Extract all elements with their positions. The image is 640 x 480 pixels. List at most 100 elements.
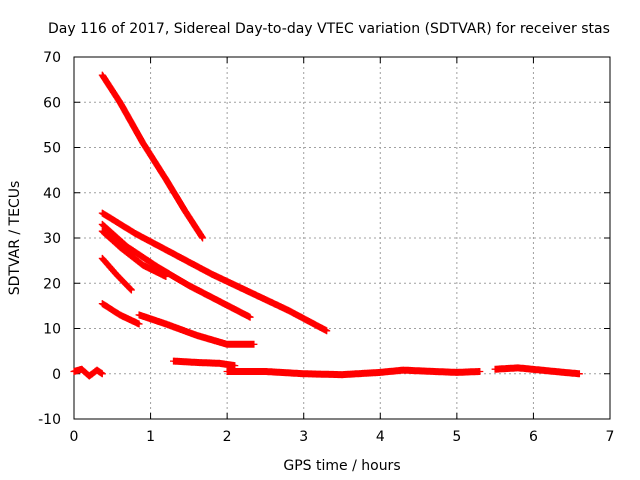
data-point — [184, 210, 186, 212]
data-point — [142, 142, 144, 144]
series-markers — [98, 209, 331, 335]
series-markers — [491, 364, 583, 378]
data-point — [119, 314, 121, 316]
data-point — [96, 369, 98, 371]
data-point — [165, 178, 167, 180]
data-point — [302, 372, 305, 375]
data-point — [165, 323, 167, 325]
data-point — [119, 101, 121, 104]
series-arc-5 — [98, 254, 135, 294]
data-point — [195, 361, 198, 364]
x-tick-label: 3 — [299, 429, 308, 445]
series-arc-7 — [135, 311, 258, 348]
data-point — [563, 371, 565, 374]
data-point — [249, 316, 251, 318]
chart-title: Day 116 of 2017, Sidereal Day-to-day VTE… — [48, 21, 610, 37]
data-point — [101, 257, 104, 260]
series-arc-8 — [170, 357, 239, 370]
data-point — [157, 266, 160, 269]
data-point — [115, 273, 117, 276]
data-point — [287, 309, 290, 312]
data-point — [138, 314, 140, 316]
data-point — [211, 273, 213, 276]
y-tick-label: 30 — [43, 231, 61, 247]
data-point — [130, 289, 133, 291]
data-point — [101, 230, 104, 233]
data-point — [101, 372, 104, 375]
data-point — [126, 246, 129, 248]
y-tick-label: 0 — [52, 367, 61, 383]
data-point — [142, 264, 144, 266]
series-arc-9 — [70, 365, 106, 380]
data-point — [88, 375, 91, 377]
axis-ticks: 0 1 2 3 4 5 6 7 -10 0 10 20 30 40 50 60 70 — [38, 50, 614, 445]
y-axis-title: SDTVAR / TECUs — [7, 181, 23, 296]
grid — [74, 57, 610, 419]
data-point — [73, 370, 75, 373]
data-point — [172, 253, 175, 255]
data-point — [341, 373, 343, 376]
data-point — [234, 364, 236, 367]
y-tick-label: 50 — [43, 141, 61, 157]
series-arc-10 — [223, 366, 484, 379]
data-point — [80, 368, 83, 371]
data-point — [195, 334, 198, 337]
data-point — [218, 300, 221, 303]
y-tick-label: 40 — [43, 186, 61, 202]
data-point — [494, 368, 496, 371]
y-tick-label: 10 — [43, 322, 61, 338]
data-point — [188, 284, 190, 287]
data-point — [249, 291, 251, 294]
series-markers — [70, 365, 106, 380]
y-tick-label: 20 — [43, 276, 61, 292]
data-point — [119, 246, 121, 248]
data-point — [201, 237, 204, 239]
y-tick-label: 60 — [43, 95, 61, 111]
data-point — [517, 367, 519, 369]
x-tick-label: 2 — [223, 429, 232, 445]
series-markers — [135, 311, 258, 348]
series-markers — [170, 357, 239, 370]
data-point — [479, 370, 481, 373]
x-tick-label: 1 — [146, 429, 155, 445]
data-point — [138, 323, 140, 325]
data-point — [433, 370, 435, 373]
y-tick-label: 70 — [43, 50, 61, 66]
data-point — [218, 362, 221, 365]
data-point — [402, 369, 405, 371]
data-point — [456, 371, 458, 374]
data-point — [172, 360, 175, 362]
series-arc-3 — [98, 220, 254, 321]
series-markers — [223, 366, 484, 379]
series-arc-1 — [98, 71, 207, 242]
data-points — [70, 71, 583, 380]
data-point — [101, 302, 104, 305]
x-tick-label: 6 — [529, 429, 538, 445]
series-arc-4 — [98, 227, 170, 280]
data-point — [325, 329, 328, 332]
data-point — [578, 372, 581, 375]
data-point — [264, 370, 267, 373]
data-point — [540, 369, 542, 371]
data-point — [226, 343, 228, 346]
series-markers — [98, 220, 254, 321]
series-arc-2 — [98, 209, 331, 335]
data-point — [253, 343, 255, 346]
data-point — [101, 74, 104, 76]
data-point — [134, 232, 137, 235]
data-point — [226, 370, 228, 373]
series-markers — [98, 300, 143, 328]
x-axis-title: GPS time / hours — [283, 458, 400, 474]
data-point — [101, 212, 104, 214]
series-markers — [98, 71, 207, 242]
series-arc-6 — [98, 300, 143, 328]
x-tick-label: 4 — [376, 429, 385, 445]
x-tick-label: 0 — [70, 429, 79, 445]
x-tick-label: 7 — [606, 429, 615, 445]
series-arc-11 — [491, 364, 583, 378]
data-point — [379, 371, 382, 374]
data-point — [165, 275, 167, 278]
x-tick-label: 5 — [452, 429, 461, 445]
data-point — [101, 223, 104, 226]
